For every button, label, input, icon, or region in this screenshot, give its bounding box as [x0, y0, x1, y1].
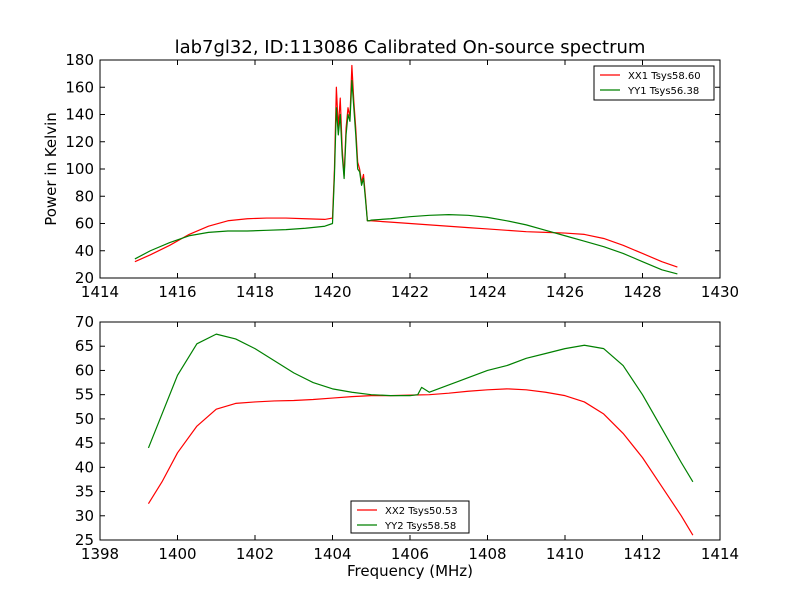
series-line-2: [134, 79, 678, 275]
y-tick-label: 140: [65, 106, 94, 124]
x-tick-label: 1422: [391, 283, 429, 301]
x-tick-label: 1406: [391, 545, 429, 563]
y-tick-label: 20: [75, 269, 94, 287]
x-tick-label: 1400: [158, 545, 196, 563]
y-tick-label: 70: [75, 313, 94, 331]
legend-box: [350, 500, 470, 534]
legend-box: [593, 65, 715, 101]
chart-title: lab7gl32, ID:113086 Calibrated On-source…: [175, 37, 646, 58]
x-axis-label: Frequency (MHz): [347, 562, 473, 580]
legend-label-1: XX2 Tsys50.53: [385, 506, 458, 517]
y-tick-label: 65: [75, 337, 94, 355]
y-tick-label: 160: [65, 78, 94, 96]
series-line-1: [147, 388, 694, 536]
y-tick-label: 55: [75, 386, 94, 404]
x-tick-label: 1412: [623, 545, 661, 563]
y-tick-label: 180: [65, 51, 94, 69]
y-tick-label: 80: [75, 187, 94, 205]
y-tick-label: 30: [75, 507, 94, 525]
x-tick-label: 1420: [313, 283, 351, 301]
legend: XX1 Tsys58.60 YY1 Tsys56.38: [593, 65, 715, 101]
x-tick-label: 1430: [701, 283, 739, 301]
x-tick-label: 1416: [158, 283, 196, 301]
y-tick-label: 50: [75, 410, 94, 428]
x-tick-label: 1426: [546, 283, 584, 301]
bottom-chart: Frequency (MHz) 1398 1400 1402 1404 1406 1408…: [75, 313, 739, 580]
legend-label-2: YY2 Tsys58.58: [384, 521, 456, 532]
series-line-2: [147, 333, 694, 483]
y-tick-label: 40: [75, 242, 94, 260]
y-tick-label: 25: [75, 531, 94, 549]
x-tick-label: 1410: [546, 545, 584, 563]
top-chart: Power in Kelvin 1414 1416 1418 1420 1422 1424…: [42, 51, 739, 301]
y-tick-label: 100: [65, 160, 94, 178]
x-tick-label: 1398: [81, 545, 119, 563]
x-tick-label: 1414: [701, 545, 739, 563]
y-tick-label: 35: [75, 483, 94, 501]
x-tick-label: 1418: [236, 283, 274, 301]
x-tick-label: 1414: [81, 283, 119, 301]
legend-label-1: XX1 Tsys58.60: [628, 71, 701, 82]
y-axis-label: Power in Kelvin: [42, 112, 60, 226]
y-tick-label: 60: [75, 215, 94, 233]
y-tick-label: 120: [65, 133, 94, 151]
x-tick-label: 1428: [623, 283, 661, 301]
legend-label-2: YY1 Tsys56.38: [627, 86, 699, 97]
x-tick-label: 1424: [468, 283, 506, 301]
y-tick-label: 60: [75, 361, 94, 379]
x-tick-label: 1402: [236, 545, 274, 563]
x-tick-label: 1408: [468, 545, 506, 563]
y-tick-label: 40: [75, 458, 94, 476]
x-tick-label: 1404: [313, 545, 351, 563]
legend: XX2 Tsys50.53 YY2 Tsys58.58: [350, 500, 470, 534]
y-tick-label: 45: [75, 434, 94, 452]
